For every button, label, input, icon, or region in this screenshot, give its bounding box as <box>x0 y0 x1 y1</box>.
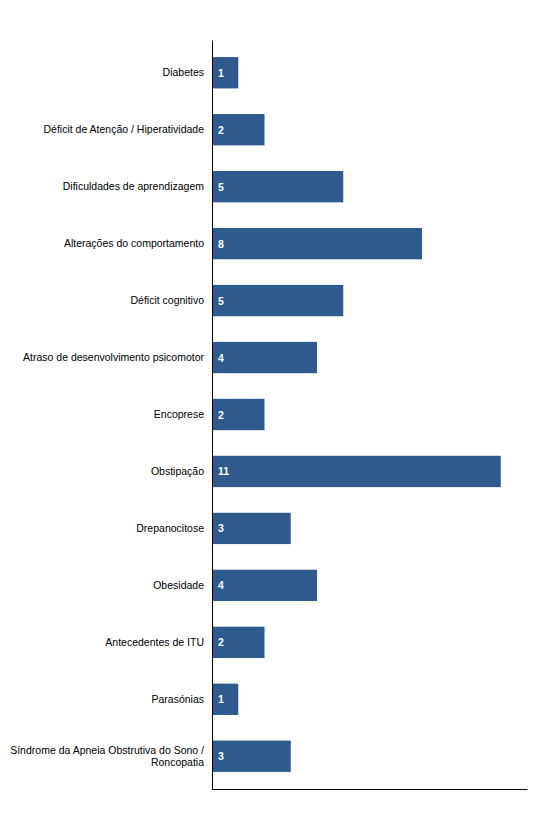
bar <box>212 228 422 259</box>
y-tick: Diabetes <box>163 66 204 78</box>
y-axis-line <box>212 41 213 790</box>
bar <box>212 741 291 772</box>
y-tick-label: Dificuldades de aprendizagem <box>63 180 205 192</box>
y-tick-label-line: Síndrome da Apneia Obstrutiva do Sono / <box>10 744 204 756</box>
y-tick: Obstipação <box>151 465 204 477</box>
y-tick: Síndrome da Apneia Obstrutiva do Sono /R… <box>10 744 204 768</box>
y-tick: Encoprese <box>154 408 204 420</box>
y-tick-label: Parasónias <box>151 693 204 705</box>
y-tick: Obesidade <box>153 579 204 591</box>
bar <box>212 285 343 316</box>
data-label: 2 <box>218 636 224 648</box>
y-tick: Parasónias <box>151 693 204 705</box>
data-label: 1 <box>218 67 224 79</box>
y-tick-label: Obesidade <box>153 579 204 591</box>
y-tick-label: Drepanocitose <box>136 522 204 534</box>
y-tick: Déficit cognitivo <box>130 294 204 306</box>
bar <box>212 456 501 487</box>
y-tick: Déficit de Atenção / Hiperatividade <box>43 123 204 135</box>
bar <box>212 114 265 145</box>
bar <box>212 570 317 601</box>
bar <box>212 57 238 88</box>
y-tick-label: Déficit de Atenção / Hiperatividade <box>43 123 204 135</box>
data-label: 5 <box>218 181 224 193</box>
y-tick: Atraso de desenvolvimento psicomotor <box>23 351 204 363</box>
data-label: 4 <box>218 579 224 591</box>
data-label: 2 <box>218 409 224 421</box>
bar <box>212 627 265 658</box>
y-tick: Drepanocitose <box>136 522 204 534</box>
y-tick-label: Antecedentes de ITU <box>105 636 204 648</box>
y-tick-label: Encoprese <box>154 408 204 420</box>
y-tick-label: Obstipação <box>151 465 204 477</box>
y-tick-label: Diabetes <box>163 66 204 78</box>
y-tick-label: Alterações do comportamento <box>64 237 204 249</box>
plot-area: Diabetes Déficit de Atenção / Hiperativid… <box>10 41 527 790</box>
x-axis <box>213 789 528 790</box>
y-tick: Antecedentes de ITU <box>105 636 204 648</box>
bar <box>212 513 291 544</box>
bar <box>212 171 343 202</box>
x-axis-line <box>213 789 528 790</box>
y-tick-label: Déficit cognitivo <box>130 294 204 306</box>
bar <box>212 684 238 715</box>
bar <box>212 399 265 430</box>
bar <box>212 342 317 373</box>
data-label: 11 <box>218 465 229 477</box>
bars <box>212 57 501 772</box>
y-tick: Alterações do comportamento <box>64 237 204 249</box>
data-label: 8 <box>218 238 224 250</box>
y-tick: Dificuldades de aprendizagem <box>63 180 205 192</box>
data-label: 3 <box>218 750 224 762</box>
y-axis: Diabetes Déficit de Atenção / Hiperativid… <box>10 41 212 790</box>
data-labels: 1 2 5 8 5 4 2 11 3 4 2 1 3 <box>218 67 229 762</box>
data-label: 1 <box>218 693 224 705</box>
data-label: 2 <box>218 124 224 136</box>
chart-container: Diabetes Déficit de Atenção / Hiperativid… <box>0 0 547 819</box>
chart-svg: Diabetes Déficit de Atenção / Hiperativid… <box>0 0 547 819</box>
data-label: 5 <box>218 295 224 307</box>
data-label: 4 <box>218 352 224 364</box>
y-tick-label: Síndrome da Apneia Obstrutiva do Sono /R… <box>10 744 204 768</box>
data-label: 3 <box>218 522 224 534</box>
y-tick-label: Atraso de desenvolvimento psicomotor <box>23 351 204 363</box>
y-tick-label-line: Roncopatia <box>151 756 204 768</box>
